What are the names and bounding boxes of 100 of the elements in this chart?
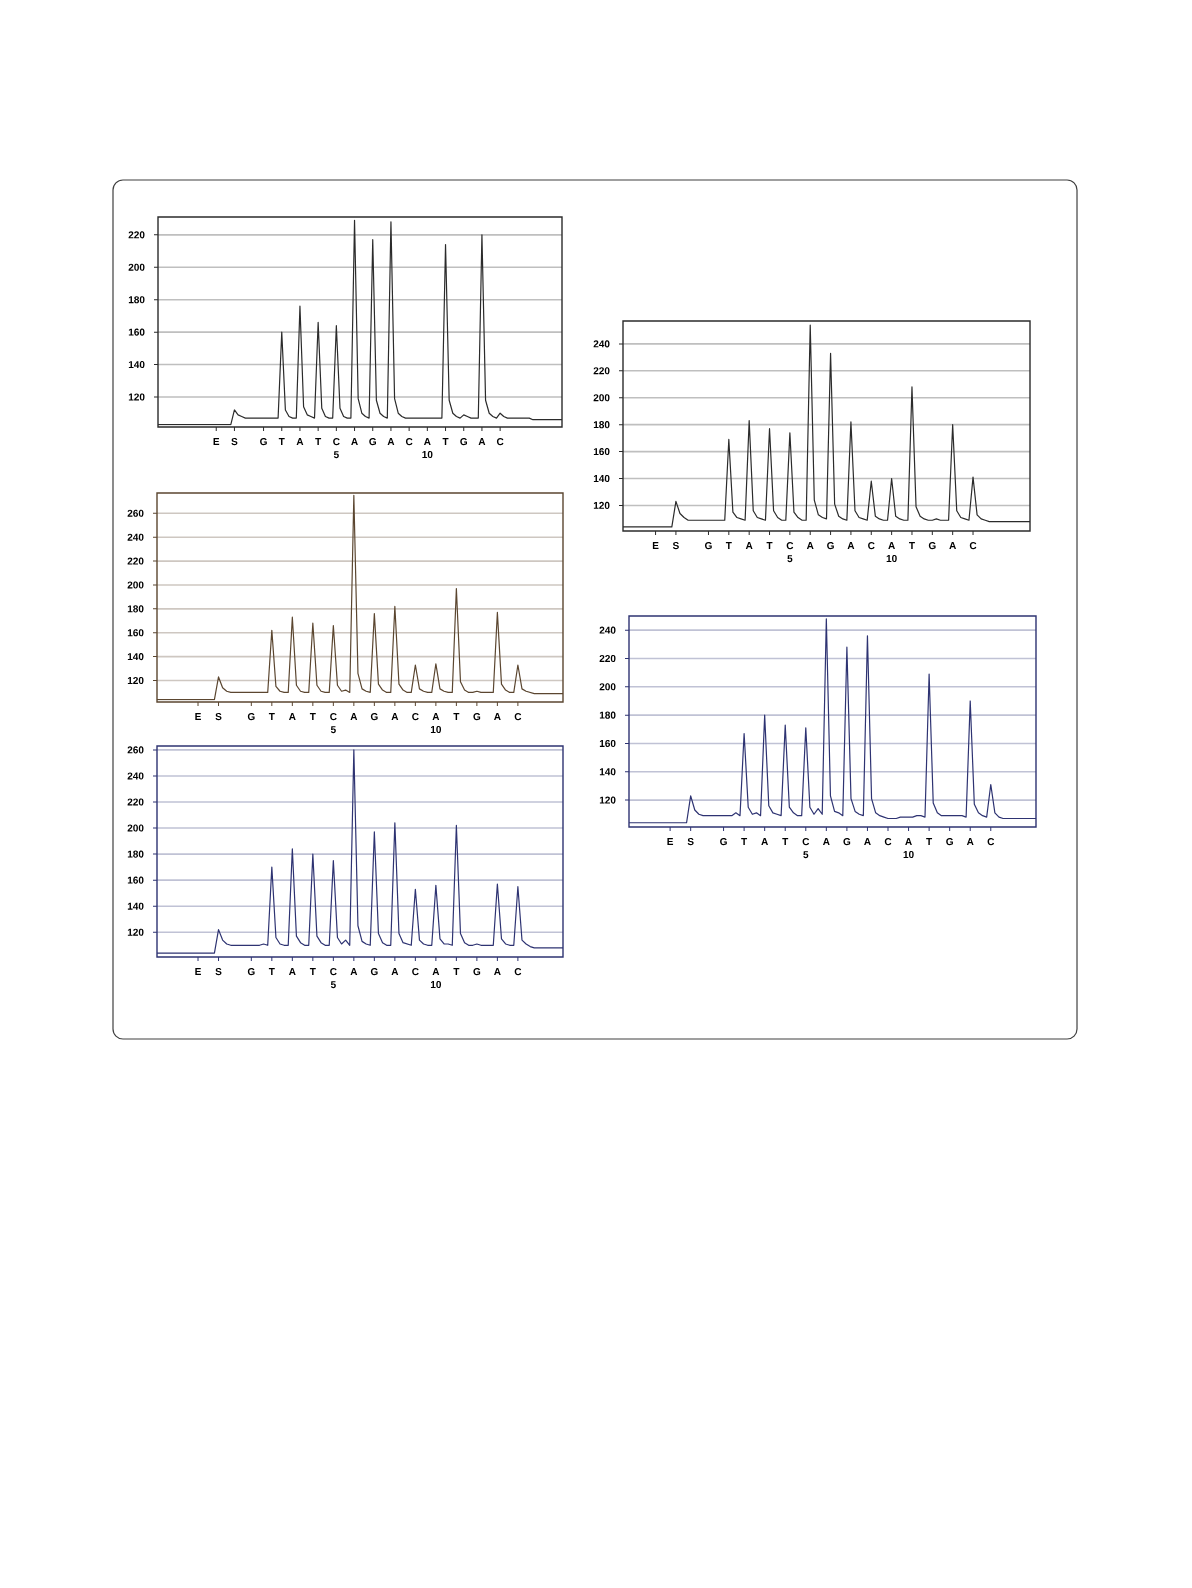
x-tick-label: T — [741, 838, 748, 845]
x-tick-label: A — [391, 968, 399, 975]
x-tick-label: A — [350, 968, 358, 975]
y-tick-label: 220 — [127, 798, 144, 806]
x-tick-label: T — [315, 438, 322, 445]
x-tick-label: C — [405, 438, 413, 446]
x-tick-label: T — [909, 542, 915, 549]
x-tick-label: A — [350, 713, 358, 720]
y-tick-label: 200 — [593, 394, 610, 402]
x-tick-label: A — [966, 838, 974, 845]
y-tick-label: 240 — [127, 533, 144, 541]
x-tick-label: G — [843, 838, 851, 846]
x-tick-label: T — [766, 542, 773, 549]
y-tick-label: 220 — [599, 654, 616, 663]
x-tick-label: C — [514, 968, 522, 976]
x-tick-label: T — [453, 713, 460, 720]
x-tick-label: A — [761, 838, 769, 845]
x-tick-label: E — [667, 838, 674, 845]
y-tick-label: 260 — [127, 509, 144, 517]
x-tick-label: G — [928, 542, 936, 550]
x-tick-label: E — [213, 438, 220, 445]
y-tick-label: 200 — [127, 581, 144, 589]
y-tick-label: 140 — [593, 474, 610, 483]
x-tick-label: A 10 — [430, 713, 442, 734]
y-tick-label: 160 — [127, 876, 144, 884]
x-tick-label: G — [460, 438, 467, 446]
x-tick-label: T — [926, 838, 933, 845]
x-tick-label: G — [370, 968, 378, 976]
y-tick-label: 240 — [599, 626, 616, 634]
y-tick-label: 180 — [127, 605, 144, 613]
x-tick-label: A 10 — [422, 438, 433, 459]
y-tick-label: 140 — [599, 768, 616, 776]
y-tick-label: 120 — [128, 393, 145, 401]
x-tick-label: T — [442, 438, 449, 445]
x-tick-label: A 10 — [903, 838, 914, 859]
x-tick-label: T — [725, 542, 732, 549]
x-tick-label: G — [247, 713, 255, 721]
x-tick-label: A — [745, 542, 753, 549]
x-tick-label: C — [514, 713, 522, 721]
x-tick-label: C — [412, 968, 419, 976]
x-tick-label: T — [309, 968, 316, 975]
x-tick-label: G — [946, 838, 953, 846]
x-tick-label: S — [672, 542, 679, 550]
x-tick-label: G — [473, 713, 481, 721]
x-tick-label: G — [704, 542, 712, 550]
x-tick-label: G — [247, 968, 255, 976]
x-tick-label: C 5 — [330, 713, 337, 734]
y-tick-label: 180 — [128, 296, 145, 304]
x-tick-label: E — [195, 968, 201, 975]
y-tick-label: 220 — [593, 367, 610, 375]
y-tick-label: 120 — [599, 796, 616, 804]
y-tick-label: 120 — [127, 928, 144, 936]
x-tick-label: A — [494, 713, 501, 720]
x-tick-label: A — [822, 838, 830, 845]
x-tick-label: A — [478, 438, 486, 445]
x-tick-label: G — [369, 438, 376, 446]
x-tick-label: G — [720, 838, 727, 846]
y-tick-label: 120 — [593, 501, 610, 509]
x-tick-label: A — [296, 438, 304, 445]
y-tick-label: 200 — [128, 263, 145, 271]
x-tick-label: C — [496, 438, 504, 446]
y-tick-label: 180 — [599, 711, 616, 719]
x-tick-label: T — [782, 838, 789, 845]
x-tick-label: A — [351, 438, 358, 445]
x-tick-label: C 5 — [333, 438, 340, 459]
x-tick-label: A — [847, 542, 855, 549]
x-tick-label: A — [864, 838, 871, 845]
y-tick-label: 120 — [127, 676, 144, 685]
x-tick-label: A — [949, 542, 957, 549]
x-tick-label: T — [453, 968, 460, 975]
y-tick-label: 200 — [599, 683, 616, 691]
x-tick-label: E — [652, 542, 659, 549]
x-tick-label: A 10 — [430, 968, 442, 989]
x-tick-label: C — [969, 542, 977, 550]
x-tick-label: T — [268, 968, 275, 975]
x-tick-label: C — [987, 838, 995, 846]
y-tick-label: 160 — [128, 328, 145, 336]
x-tick-label: S — [215, 968, 222, 976]
x-tick-label: T — [309, 713, 316, 720]
y-tick-label: 220 — [127, 557, 144, 565]
x-tick-label: A — [494, 968, 501, 975]
x-tick-label: C — [868, 542, 875, 550]
x-tick-label: G — [827, 542, 834, 550]
x-tick-label: C 5 — [802, 838, 810, 859]
x-tick-label: C — [884, 838, 892, 846]
y-tick-label: 180 — [593, 421, 610, 429]
x-tick-label: G — [473, 968, 481, 976]
x-tick-label: T — [278, 438, 285, 445]
y-tick-label: 180 — [127, 850, 144, 858]
y-tick-label: 260 — [127, 746, 144, 754]
y-tick-label: 160 — [599, 739, 616, 747]
y-tick-label: 240 — [127, 772, 144, 780]
x-tick-label: A 10 — [886, 542, 897, 563]
y-tick-label: 240 — [593, 340, 610, 348]
y-tick-label: 160 — [593, 448, 610, 456]
x-tick-label: S — [231, 438, 238, 446]
x-tick-label: A — [288, 968, 296, 975]
x-tick-label: A — [806, 542, 814, 549]
x-tick-label: C 5 — [330, 968, 337, 989]
x-tick-label: A — [391, 713, 399, 720]
